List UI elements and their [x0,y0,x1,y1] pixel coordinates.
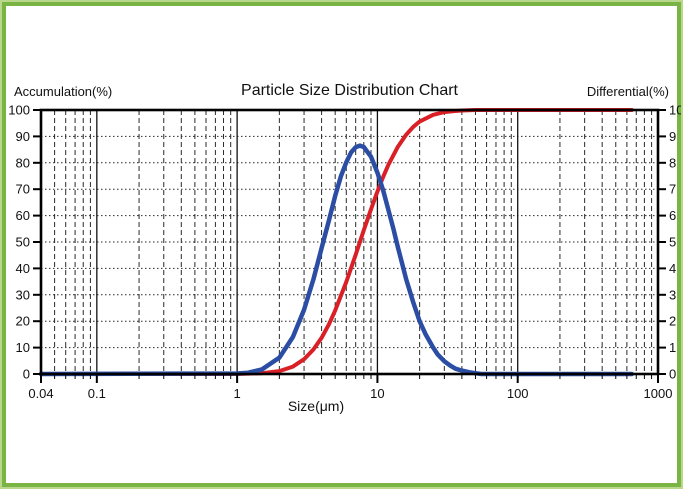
right-axis-tick-label: 10 [669,103,683,118]
x-axis-tick-label: 0.04 [28,386,53,401]
left-axis-tick-label: 50 [16,235,30,250]
left-axis-tick-label: 40 [16,261,30,276]
left-axis-tick-label: 30 [16,287,30,302]
chart-title: Particle Size Distribution Chart [241,82,458,99]
right-axis-tick-label: 3 [669,287,676,302]
right-axis-tick-label: 0 [669,367,676,382]
left-axis-tick-label: 20 [16,314,30,329]
right-axis-title: Differential(%) [586,84,669,99]
left-axis-tick-label: 10 [16,340,30,355]
right-axis-tick-label: 1 [669,340,676,355]
left-axis-tick-label: 100 [8,103,30,118]
x-axis-tick-label: 10 [370,386,384,401]
x-axis-tick-label: 0.1 [88,386,106,401]
right-axis-tick-label: 2 [669,314,676,329]
right-axis-tick-label: 5 [669,235,676,250]
right-axis-tick-label: 4 [669,261,676,276]
left-axis-tick-label: 0 [23,367,30,382]
x-axis-tick-label: 1 [234,386,241,401]
right-axis-tick-label: 7 [669,182,676,197]
differential-curve [38,143,635,377]
left-axis-tick-label: 80 [16,155,30,170]
right-axis-tick-label: 6 [669,208,676,223]
x-axis-tick-label: 100 [507,386,529,401]
right-axis-tick-label: 8 [669,155,676,170]
left-axis-title: Accumulation(%) [14,84,113,99]
left-axis-tick-label: 90 [16,129,30,144]
x-axis-title: Size(μm) [287,398,345,414]
accumulation-curve [39,108,634,376]
x-axis-tick-label: 1000 [644,386,673,401]
left-axis-tick-label: 70 [16,182,30,197]
right-axis-tick-label: 9 [669,129,676,144]
left-axis-tick-label: 60 [16,208,30,223]
